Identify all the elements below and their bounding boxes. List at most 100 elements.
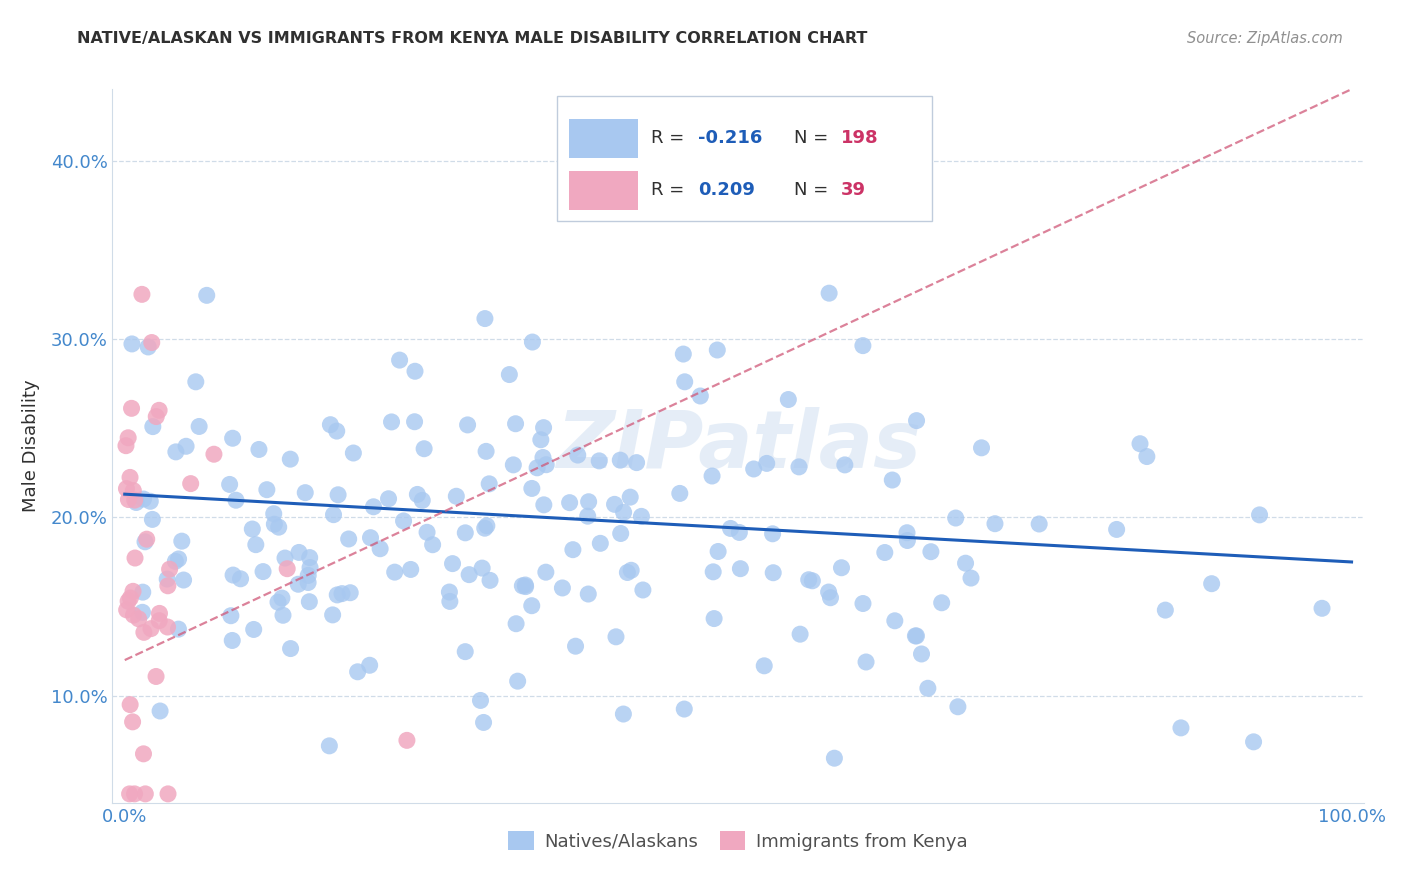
Text: -0.216: -0.216 — [699, 129, 762, 147]
Point — [404, 415, 426, 429]
Point — [703, 611, 725, 625]
Point — [148, 614, 170, 628]
Point — [457, 417, 479, 432]
Point — [173, 573, 195, 587]
Point — [322, 607, 344, 622]
Point — [174, 439, 197, 453]
Point — [616, 566, 638, 580]
Point — [475, 518, 498, 533]
Point — [439, 594, 461, 608]
Point — [820, 591, 842, 605]
Point — [271, 608, 294, 623]
Point — [184, 375, 207, 389]
Point — [131, 605, 153, 619]
Text: 0.209: 0.209 — [699, 181, 755, 199]
Point — [167, 622, 190, 636]
Point — [946, 699, 969, 714]
Point — [299, 560, 322, 574]
Point — [219, 608, 242, 623]
Point — [278, 452, 301, 467]
Point — [297, 575, 319, 590]
Point — [195, 288, 218, 302]
Point — [818, 286, 841, 301]
Point — [612, 706, 634, 721]
Point — [360, 531, 382, 545]
Point — [458, 567, 481, 582]
Point — [180, 476, 202, 491]
Point — [609, 526, 631, 541]
Point — [630, 509, 652, 524]
Point — [322, 508, 344, 522]
Point — [720, 521, 742, 535]
Text: N =: N = — [794, 129, 834, 147]
Point — [287, 577, 309, 591]
Point — [135, 532, 157, 546]
Point — [368, 541, 391, 556]
Point — [439, 585, 461, 599]
Point — [131, 287, 153, 301]
Point — [706, 343, 728, 357]
Point — [225, 493, 247, 508]
Point — [380, 415, 402, 429]
Point — [620, 563, 643, 577]
Point — [121, 337, 143, 351]
Point — [789, 627, 811, 641]
Point — [960, 571, 983, 585]
Point — [855, 655, 877, 669]
Point — [534, 458, 557, 472]
Point — [117, 431, 139, 445]
Point — [325, 424, 347, 438]
Point — [530, 433, 553, 447]
Point — [441, 557, 464, 571]
Point — [134, 787, 156, 801]
Point — [156, 579, 179, 593]
Point — [156, 787, 179, 801]
Point — [117, 594, 139, 608]
Point — [619, 490, 641, 504]
Point — [531, 450, 554, 465]
FancyBboxPatch shape — [557, 96, 932, 220]
Point — [1310, 601, 1333, 615]
Point — [125, 495, 148, 509]
Point — [558, 496, 581, 510]
Point — [534, 565, 557, 579]
Point — [852, 338, 875, 352]
Point — [122, 483, 145, 498]
Point — [136, 340, 159, 354]
Point — [165, 554, 187, 568]
Point — [830, 560, 852, 574]
Point — [1028, 516, 1050, 531]
Point — [505, 616, 527, 631]
Point — [132, 585, 155, 599]
Point — [506, 674, 529, 689]
Point — [471, 561, 494, 575]
Point — [298, 595, 321, 609]
Point — [762, 526, 785, 541]
Text: Source: ZipAtlas.com: Source: ZipAtlas.com — [1187, 31, 1343, 46]
Point — [221, 633, 243, 648]
Point — [416, 525, 439, 540]
Point — [263, 517, 285, 532]
Point — [1105, 523, 1128, 537]
Point — [280, 641, 302, 656]
Point — [475, 444, 498, 458]
Point — [904, 629, 927, 643]
Point — [917, 681, 939, 696]
Point — [339, 585, 361, 599]
Point — [229, 572, 252, 586]
Point — [267, 595, 290, 609]
Point — [149, 704, 172, 718]
Point — [142, 419, 165, 434]
Point — [603, 497, 626, 511]
Point — [297, 568, 319, 582]
Point — [498, 368, 520, 382]
Point — [134, 534, 156, 549]
Point — [1154, 603, 1177, 617]
Point — [422, 538, 444, 552]
Point — [588, 454, 610, 468]
Point — [970, 441, 993, 455]
Point — [533, 498, 555, 512]
Point — [984, 516, 1007, 531]
Point — [202, 447, 225, 461]
Point — [141, 335, 163, 350]
